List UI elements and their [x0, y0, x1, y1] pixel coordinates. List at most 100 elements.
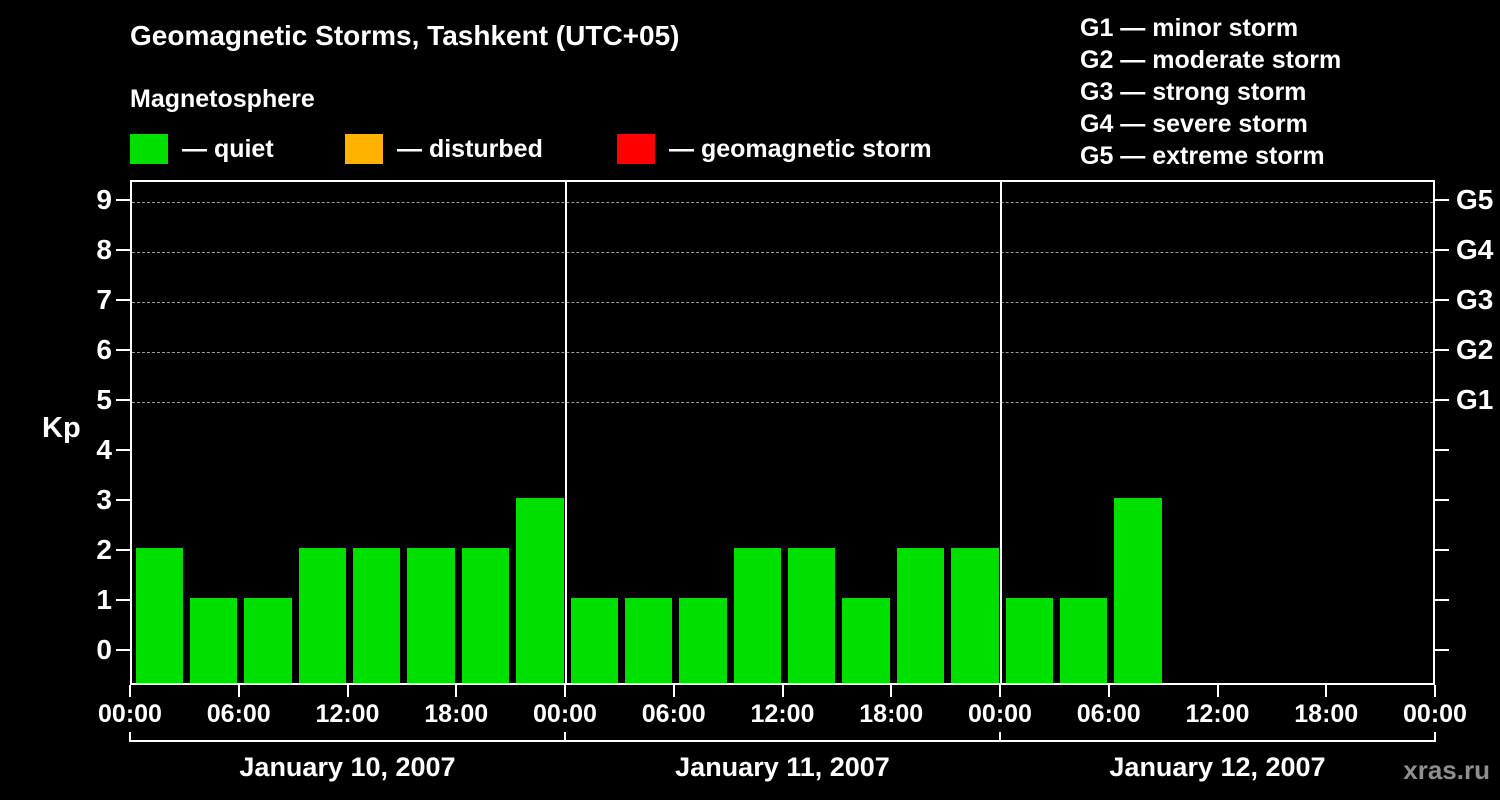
y-axis-tick-left — [116, 399, 130, 401]
magnetosphere-label: Magnetosphere — [130, 85, 315, 113]
y-axis-tick-left — [116, 449, 130, 451]
x-axis-tick — [455, 685, 458, 697]
y-axis-tick-label: 2 — [96, 534, 112, 565]
kp-bar — [516, 498, 564, 683]
g-axis-label: G1 — [1456, 384, 1494, 415]
x-axis-tick-label: 00:00 — [968, 700, 1032, 728]
kp-bar — [1114, 498, 1162, 683]
kp-bar — [1059, 598, 1108, 683]
y-axis-tick-label: 9 — [96, 184, 112, 215]
kp-bar — [679, 598, 727, 683]
x-axis-tick — [1325, 685, 1328, 697]
date-axis-tick — [564, 732, 566, 742]
g-axis-label: G4 — [1456, 234, 1494, 265]
y-axis-tick-label: 3 — [96, 484, 112, 515]
g5-legend-line: G5 — extreme storm — [1080, 142, 1325, 170]
quiet-color-swatch — [130, 134, 168, 164]
date-axis-line — [130, 740, 1435, 742]
y-axis-tick-left — [116, 599, 130, 601]
legend-item-storm: — geomagnetic storm — [617, 133, 932, 165]
y-axis-tick-label: 6 — [96, 334, 112, 365]
y-axis-title: Kp — [42, 412, 81, 444]
kp-bar — [407, 548, 455, 683]
x-axis-tick — [672, 685, 675, 697]
legend-item-quiet: — quiet — [130, 133, 274, 165]
y-axis-tick-label: 0 — [96, 634, 112, 665]
g-scale-legend: G1 — minor storm G2 — moderate storm G3 … — [1080, 12, 1341, 172]
g2-legend-line: G2 — moderate storm — [1080, 46, 1342, 74]
x-axis-tick-label: 00:00 — [1403, 700, 1467, 728]
kp-bar — [842, 598, 890, 683]
x-axis-tick-label: 06:00 — [206, 700, 271, 728]
kp-bar — [461, 548, 510, 683]
g-axis-label: G5 — [1456, 184, 1494, 215]
x-axis-tick — [1107, 685, 1110, 697]
g-axis-label: G3 — [1456, 284, 1494, 315]
kp-bar — [570, 598, 618, 683]
disturbed-label: — disturbed — [397, 134, 543, 163]
chart-title: Geomagnetic Storms, Tashkent (UTC+05) — [130, 20, 680, 51]
kp-bar — [244, 598, 292, 683]
gridline — [132, 352, 1433, 353]
x-axis-tick-label: 12:00 — [750, 700, 815, 728]
x-axis-tick-label: 18:00 — [859, 700, 924, 728]
kp-bar — [353, 548, 401, 683]
y-axis-tick-right — [1435, 199, 1449, 201]
kp-bar — [733, 548, 781, 683]
y-axis-tick-right — [1435, 449, 1449, 451]
g1-legend-line: G1 — minor storm — [1080, 14, 1299, 42]
plot-area — [130, 180, 1435, 685]
y-axis-tick-right — [1435, 249, 1449, 251]
x-axis-tick-label: 06:00 — [641, 700, 706, 728]
y-axis-tick-label: 8 — [96, 234, 112, 265]
x-axis-tick-label: 18:00 — [424, 700, 489, 728]
day-separator — [565, 182, 567, 683]
x-axis-tick — [346, 685, 349, 697]
y-axis-tick-left — [116, 549, 130, 551]
y-axis-tick-right — [1435, 499, 1449, 501]
y-axis-tick-right — [1435, 349, 1449, 351]
y-axis-tick-right — [1435, 649, 1449, 651]
x-axis-tick — [129, 685, 131, 697]
g4-legend-line: G4 — severe storm — [1080, 110, 1308, 138]
x-axis-tick-label: 12:00 — [1185, 700, 1250, 728]
y-axis-tick-left — [116, 249, 130, 251]
g-axis-label: G2 — [1456, 334, 1494, 365]
y-axis-tick-left — [116, 199, 130, 201]
kp-bar — [189, 598, 238, 683]
x-axis-tick-label: 18:00 — [1294, 700, 1359, 728]
x-axis-tick-label: 06:00 — [1076, 700, 1141, 728]
kp-bar — [135, 548, 183, 683]
date-label: January 10, 2007 — [239, 752, 456, 782]
y-axis-tick-label: 7 — [96, 284, 112, 315]
y-axis-tick-label: 4 — [96, 434, 112, 465]
y-axis-tick-label: 1 — [96, 584, 112, 615]
x-axis-tick — [1216, 685, 1219, 697]
gridline — [132, 202, 1433, 203]
kp-bar — [1005, 598, 1053, 683]
y-axis-tick-right — [1435, 399, 1449, 401]
x-axis-tick — [1434, 685, 1436, 697]
y-axis-tick-right — [1435, 299, 1449, 301]
kp-bar — [624, 598, 673, 683]
x-axis-tick — [564, 685, 566, 697]
x-axis-tick — [237, 685, 240, 697]
x-axis-tick — [781, 685, 784, 697]
date-axis-tick — [1434, 732, 1436, 742]
x-axis-tick — [999, 685, 1001, 697]
g3-legend-line: G3 — strong storm — [1080, 78, 1307, 106]
y-axis-tick-left — [116, 499, 130, 501]
quiet-label: — quiet — [182, 134, 274, 163]
watermark: xras.ru — [1403, 755, 1490, 785]
date-axis-tick — [999, 732, 1001, 742]
disturbed-color-swatch — [345, 134, 383, 164]
y-axis-tick-label: 5 — [96, 384, 112, 415]
legend-item-disturbed: — disturbed — [345, 133, 543, 165]
kp-bar — [788, 548, 836, 683]
y-axis-tick-left — [116, 349, 130, 351]
kp-bar — [951, 548, 999, 683]
storm-label: — geomagnetic storm — [669, 134, 932, 163]
x-axis-tick-label: 12:00 — [315, 700, 380, 728]
gridline — [132, 252, 1433, 253]
